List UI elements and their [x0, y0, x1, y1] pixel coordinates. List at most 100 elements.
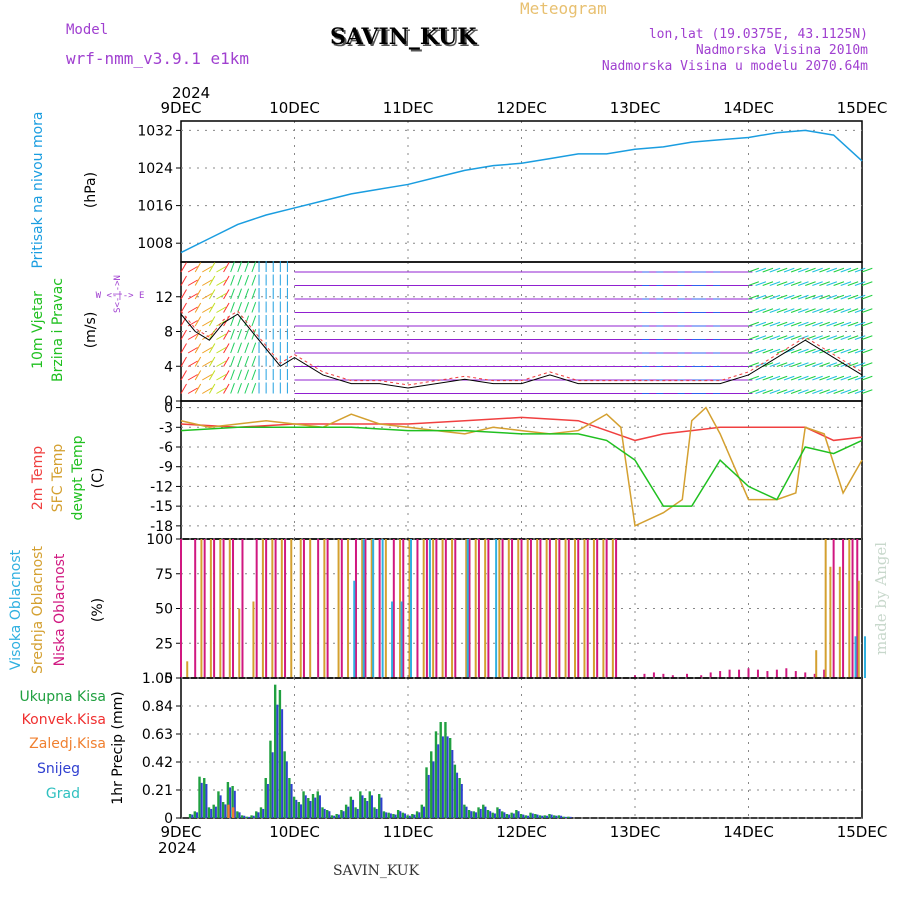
snow-bar	[408, 815, 411, 818]
wind-barb	[230, 328, 235, 340]
wind-barb	[223, 370, 230, 381]
temp-panel: 0 -3 -6 -9 -12 -15 -18	[150, 400, 863, 540]
wind-barb	[755, 389, 767, 394]
wind-barb	[826, 294, 838, 300]
wind-barb	[216, 360, 227, 367]
wind-barb	[216, 279, 227, 286]
wind-barb	[819, 362, 830, 367]
wind-barb	[840, 375, 852, 381]
wind-barb	[244, 301, 250, 313]
wind-barb	[833, 375, 845, 381]
snow-bar	[451, 750, 454, 818]
cloud-y-tick-label: 75	[155, 567, 173, 583]
wind-barb	[194, 275, 202, 286]
total-precip-bar	[273, 684, 277, 818]
snow-bar	[441, 736, 444, 818]
wind-barb	[237, 328, 242, 340]
snow-bar	[233, 790, 236, 818]
total-precip-bar	[467, 810, 471, 818]
temp-label-2m: 2m Temp	[30, 446, 46, 510]
total-precip-bar	[255, 811, 258, 818]
wind-barb	[854, 389, 866, 394]
wind-barb	[840, 281, 852, 286]
snow-bar	[342, 811, 345, 818]
wind-barb	[840, 389, 852, 394]
credit-label: made by Angel	[872, 542, 890, 655]
total-precip-bar	[562, 816, 565, 818]
total-precip-bar	[193, 811, 196, 818]
wind-barb	[805, 281, 816, 286]
total-precip-bar	[368, 791, 371, 818]
wind-barb	[769, 281, 781, 286]
snow-bar	[195, 812, 198, 818]
snow-bar	[214, 806, 217, 818]
wind-barb	[180, 275, 187, 286]
wind-barb	[202, 279, 213, 286]
total-precip-bar	[515, 810, 518, 818]
snow-bar	[475, 812, 478, 818]
wind-barb	[223, 383, 230, 394]
wind-barb	[783, 389, 795, 394]
wind-barb	[776, 321, 788, 327]
wind-barb	[208, 329, 216, 340]
snow-bar	[366, 801, 369, 818]
total-precip-bar	[335, 814, 338, 818]
total-precip-bar	[217, 791, 220, 818]
wind-barb	[187, 374, 198, 381]
wind-barb	[251, 301, 257, 313]
precip-legend-conv: Konvek.Kisa	[22, 712, 106, 728]
snow-bar	[470, 811, 473, 818]
wind-barb	[797, 321, 809, 327]
pressure-y-tick-label: 1032	[137, 123, 173, 139]
model-name: wrf-nmm_v3.9.1 e1km	[66, 49, 249, 68]
wind-barb	[840, 348, 852, 354]
wind-barb	[769, 267, 781, 273]
wind-barb	[230, 315, 235, 327]
precip-y-tick-label: 0.63	[142, 727, 173, 743]
panel-frame	[180, 677, 863, 819]
wind-barb	[783, 335, 795, 340]
wind-barb	[790, 308, 802, 313]
total-precip-bar	[448, 738, 452, 818]
wind-barb	[208, 289, 216, 300]
wind-barb	[237, 382, 242, 394]
wind-barb	[854, 348, 866, 354]
snow-bar	[484, 806, 487, 818]
wind-barb	[180, 343, 187, 354]
time-tick-bottom: 11DEC	[383, 823, 434, 841]
wind-barb	[194, 329, 202, 340]
wind-barb	[797, 362, 809, 367]
wind-barb	[847, 335, 859, 340]
pressure-y-tick-label: 1024	[137, 161, 173, 177]
wind-barb	[762, 267, 774, 273]
total-precip-bar	[231, 786, 234, 818]
total-precip-bar	[349, 796, 353, 818]
wind-barb	[194, 383, 202, 394]
total-precip-bar	[510, 812, 513, 818]
wind-barb	[819, 267, 830, 273]
time-tick-bottom: 14DEC	[723, 823, 774, 841]
time-tick-top: 10DEC	[269, 99, 320, 117]
wind-barb	[208, 275, 216, 286]
wind-barb	[216, 320, 227, 327]
wind-barb	[202, 333, 213, 340]
snow-bar	[323, 808, 326, 818]
wind-barb	[755, 281, 767, 286]
snow-bar	[522, 814, 525, 818]
snow-bar	[205, 784, 208, 818]
wind-barb	[230, 261, 235, 273]
precip-legend-frozen: Zaledj.Kisa	[29, 736, 106, 752]
total-precip-bar	[378, 794, 381, 818]
total-precip-bar	[236, 811, 239, 818]
precip-y-tick-label: 0.42	[142, 755, 173, 771]
total-precip-bar	[553, 815, 556, 818]
wind-barb	[251, 288, 257, 300]
wind-barb	[180, 316, 187, 327]
wind-barb	[223, 329, 230, 340]
snow-bar	[370, 795, 373, 818]
wind-barb	[790, 348, 802, 354]
snow-bar	[243, 815, 246, 818]
wind-barb	[762, 375, 774, 381]
total-precip-bar	[259, 807, 263, 818]
wind-barb	[854, 267, 866, 273]
